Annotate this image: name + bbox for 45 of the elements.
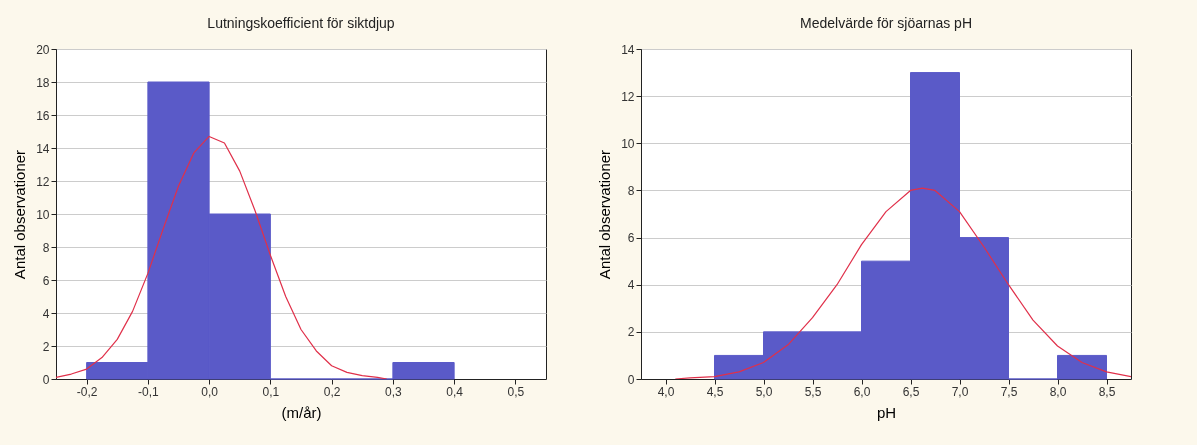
x-tick-label: 4,5 [706, 384, 724, 399]
y-tick-label: 20 [36, 42, 50, 57]
y-tick-label: 0 [42, 372, 50, 387]
y-axis-title: Antal observationer [11, 149, 29, 280]
y-tick-label: 16 [36, 108, 50, 123]
x-tick-label: 0,3 [385, 384, 403, 399]
y-tick-label: 14 [621, 42, 635, 57]
y-tick-label: 6 [42, 273, 50, 288]
y-tick-label: 4 [627, 278, 635, 293]
y-tick-label: 0 [627, 372, 635, 387]
line-series [674, 187, 1131, 379]
x-tick-label: 7,5 [1000, 384, 1018, 399]
x-tick-label: 0,5 [507, 384, 525, 399]
y-tick-label: 2 [627, 325, 635, 340]
y-tick-label: 10 [621, 136, 635, 151]
x-tick-label: -0,1 [138, 384, 160, 399]
x-tick-label: 0,0 [201, 384, 219, 399]
y-tick-label: 14 [36, 141, 50, 156]
y-tick-label: 10 [36, 207, 50, 222]
line-series [56, 135, 388, 379]
x-tick-label: 7,0 [951, 384, 969, 399]
y-tick-label: 12 [621, 89, 635, 104]
y-tick-label: 6 [627, 231, 635, 246]
x-axis-title: pH [876, 403, 897, 421]
x-tick-label: 5,0 [755, 384, 773, 399]
y-tick-label: 12 [36, 174, 50, 189]
x-tick-label: 8,5 [1098, 384, 1116, 399]
chart-title: Lutningskoefficient för siktdjup [207, 15, 395, 31]
y-tick-label: 2 [42, 339, 50, 354]
x-tick-label: 0,1 [262, 384, 280, 399]
x-tick-label: 5,5 [804, 384, 822, 399]
x-axis-title: (m/år) [281, 403, 322, 421]
x-tick-label: 6,0 [853, 384, 871, 399]
chart-title: Medelvärde för sjöarnas pH [800, 15, 972, 31]
y-tick-label: 8 [42, 240, 50, 255]
x-tick-label: 4,0 [657, 384, 675, 399]
x-tick-label: 0,2 [323, 384, 341, 399]
y-axis-title: Antal observationer [596, 149, 614, 280]
y-tick-label: 4 [42, 306, 50, 321]
x-tick-label: -0,2 [76, 384, 98, 399]
x-tick-label: 0,4 [446, 384, 464, 399]
y-tick-label: 18 [36, 75, 50, 90]
x-tick-label: 6,5 [902, 384, 920, 399]
y-tick-label: 8 [627, 183, 635, 198]
x-tick-label: 8,0 [1049, 384, 1067, 399]
